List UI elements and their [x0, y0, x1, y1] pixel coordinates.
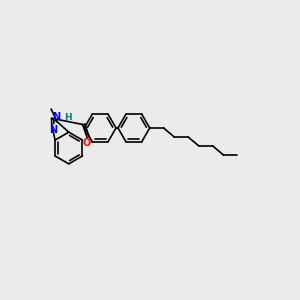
Text: N: N — [52, 112, 60, 122]
Text: H: H — [64, 113, 72, 122]
Text: O: O — [83, 138, 91, 148]
Text: N: N — [49, 124, 57, 134]
